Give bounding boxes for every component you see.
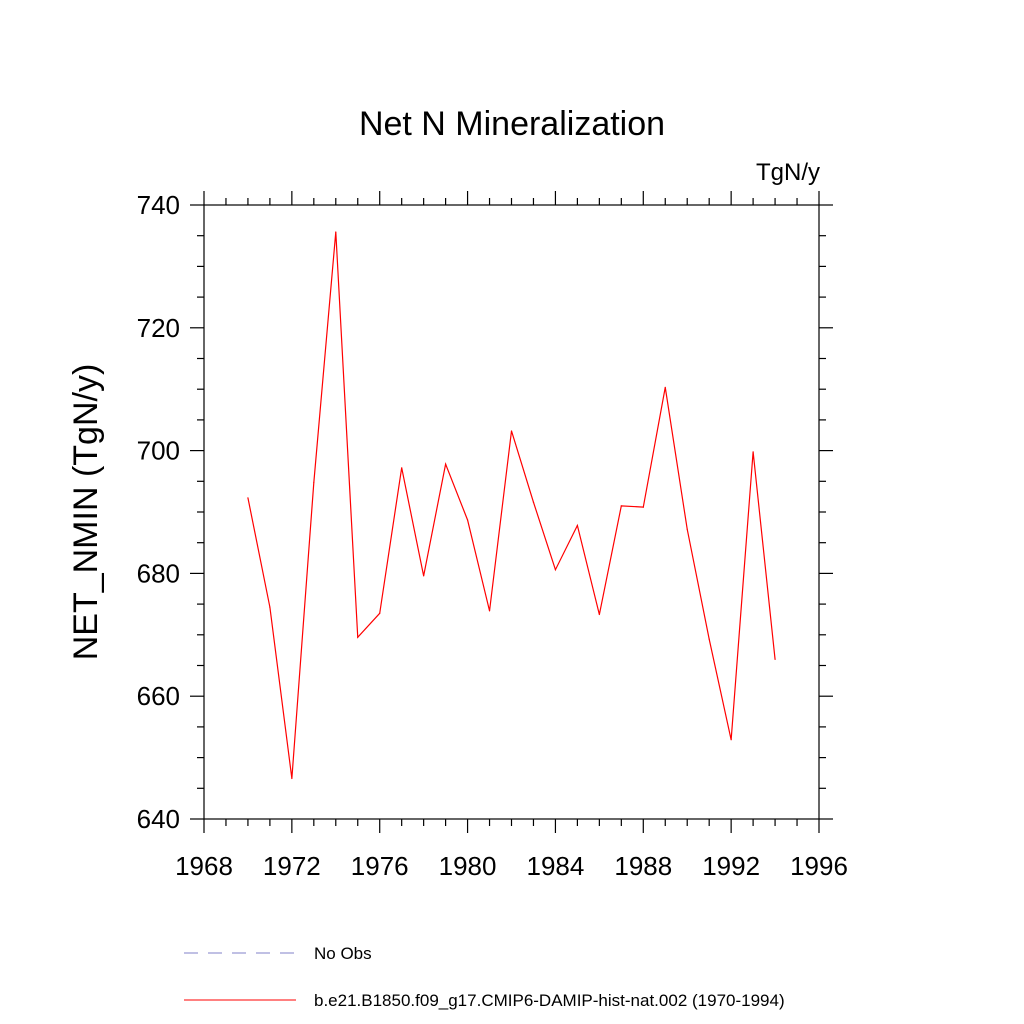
data-point <box>379 612 381 614</box>
x-tick-label: 1968 <box>175 851 233 881</box>
x-tick-label: 1992 <box>702 851 760 881</box>
data-point <box>642 506 644 508</box>
data-point <box>620 505 622 507</box>
data-point <box>752 451 754 453</box>
data-point <box>335 231 337 233</box>
units-label: TgN/y <box>756 159 820 186</box>
data-point <box>423 575 425 577</box>
data-point <box>401 467 403 469</box>
x-tick-label: 1976 <box>351 851 409 881</box>
data-point <box>598 613 600 616</box>
data-point <box>730 739 732 741</box>
legend: No Obs b.e21.B1850.f09_g17.CMIP6-DAMIP-h… <box>184 944 785 1010</box>
data-point <box>576 524 578 527</box>
data-point <box>291 777 293 780</box>
data-point <box>532 501 535 503</box>
y-tick-label: 660 <box>137 681 180 711</box>
data-point <box>554 569 557 571</box>
data-point <box>269 606 271 608</box>
x-tick-label: 1988 <box>614 851 672 881</box>
data-point <box>488 610 491 612</box>
legend-label-no-obs: No Obs <box>314 944 372 963</box>
x-tick-label: 1984 <box>527 851 585 881</box>
data-point <box>708 638 710 640</box>
legend-label-model: b.e21.B1850.f09_g17.CMIP6-DAMIP-hist-nat… <box>314 991 785 1010</box>
data-point <box>466 519 469 521</box>
data-point <box>774 658 776 660</box>
data-point <box>445 463 447 465</box>
y-axis-label: NET_NMIN (TgN/y) <box>67 364 105 661</box>
y-tick-label: 740 <box>137 190 180 220</box>
y-axis: 640 660 680 700 720 740 <box>137 190 833 834</box>
data-point <box>510 430 513 432</box>
x-axis: 1968 1972 1976 1980 1984 1988 1992 1996 <box>175 191 848 881</box>
y-tick-label: 720 <box>137 313 180 343</box>
x-tick-label: 1996 <box>790 851 848 881</box>
data-point <box>686 528 688 530</box>
y-tick-label: 700 <box>137 436 180 466</box>
y-tick-label: 640 <box>137 804 180 834</box>
series-line-0 <box>247 231 776 779</box>
series-layer <box>247 231 776 780</box>
data-point <box>247 497 249 499</box>
x-tick-label: 1980 <box>439 851 497 881</box>
x-tick-label: 1972 <box>263 851 321 881</box>
data-point <box>313 481 315 484</box>
chart-title: Net N Mineralization <box>359 105 665 143</box>
data-point <box>357 636 359 638</box>
data-point <box>664 386 666 388</box>
y-tick-label: 680 <box>137 558 180 588</box>
